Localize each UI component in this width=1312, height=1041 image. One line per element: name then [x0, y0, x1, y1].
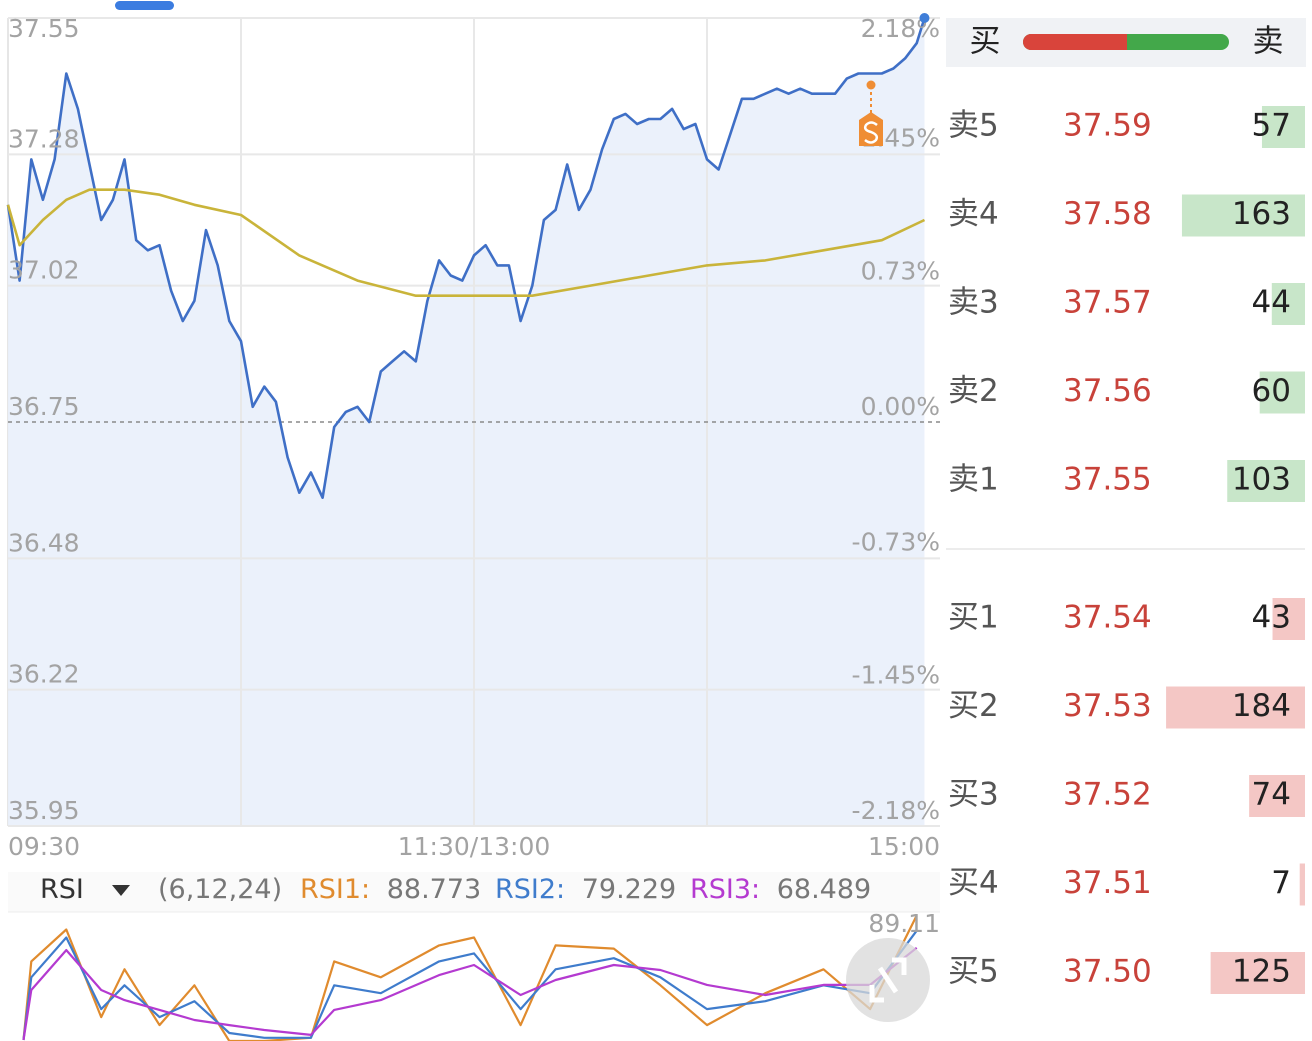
- level-price: 37.51: [1063, 865, 1152, 901]
- level-volume: 103: [1232, 462, 1291, 498]
- sell-header: 卖: [1253, 24, 1284, 60]
- y-tick-label: 36.75: [8, 392, 80, 421]
- series-line: [22, 946, 918, 1041]
- y2-tick-label: 0.00%: [861, 392, 940, 421]
- level-price: 37.55: [1063, 462, 1152, 498]
- legend-entry: RSI1:: [300, 874, 370, 905]
- level-price: 37.50: [1063, 954, 1152, 990]
- level-price: 37.56: [1063, 373, 1152, 409]
- level-label: 买1: [948, 600, 999, 636]
- y-tick-label: 37.28: [8, 124, 80, 153]
- legend-value: 79.229: [582, 874, 676, 905]
- level-price: 37.54: [1063, 600, 1152, 636]
- volume-bar: [1299, 863, 1305, 906]
- volume-bar: [1166, 686, 1305, 729]
- dropdown-arrow[interactable]: [112, 885, 130, 896]
- volume-bar: [1272, 598, 1305, 640]
- last-price-dot: [919, 13, 930, 23]
- y-tick-label: 35.95: [8, 796, 80, 825]
- level-volume: 184: [1232, 688, 1291, 724]
- volume-bar: [1261, 106, 1305, 148]
- y2-tick-label: -1.45%: [852, 661, 940, 690]
- level-label: 卖1: [948, 462, 999, 498]
- volume-bar: [1181, 194, 1305, 237]
- level-price: 37.52: [1063, 777, 1152, 813]
- y-tick-label: 37.55: [8, 14, 80, 43]
- y2-tick-label: -0.73%: [852, 527, 940, 556]
- rsi-title[interactable]: RSI: [40, 874, 84, 905]
- level-volume: 60: [1252, 373, 1291, 409]
- level-price: 37.57: [1063, 285, 1152, 321]
- y2-tick-label: -2.18%: [852, 796, 940, 825]
- level-label: 买4: [948, 865, 999, 901]
- level-volume: 74: [1252, 777, 1291, 813]
- series-line: [6, 17, 926, 499]
- level-price: 37.59: [1063, 108, 1152, 144]
- legend-value: 88.773: [387, 874, 481, 905]
- legend-entry: RSI3:: [690, 874, 760, 905]
- level-label: 卖3: [948, 285, 999, 321]
- legend-value: 68.489: [777, 874, 871, 905]
- buy-header: 买: [970, 24, 1001, 60]
- level-price: 37.58: [1063, 196, 1152, 232]
- level-label: 卖5: [948, 108, 999, 144]
- y-tick-label: 37.02: [8, 256, 80, 285]
- level-volume: 125: [1232, 954, 1291, 990]
- series-line: [22, 930, 918, 1041]
- series-line: [6, 188, 926, 297]
- x-tick-label: 11:30/13:00: [398, 832, 551, 861]
- x-tick-label: 15:00: [868, 832, 940, 861]
- signal-dot: [866, 80, 876, 90]
- x-tick-label: 09:30: [8, 832, 80, 861]
- rsi-header-bar: [8, 872, 940, 912]
- level-volume: 43: [1252, 600, 1291, 636]
- ratio-bar-buy: [1023, 34, 1127, 50]
- volume-bar: [1259, 371, 1305, 414]
- volume-bar: [1227, 460, 1305, 502]
- level-label: 买2: [948, 688, 999, 724]
- level-volume: 57: [1252, 108, 1291, 144]
- scroll-indicator: [115, 1, 174, 10]
- level-label: 卖4: [948, 196, 999, 232]
- series-line: [22, 915, 918, 1041]
- signal-icon: [863, 121, 879, 144]
- plot: [6, 17, 940, 827]
- y2-tick-label: 0.73%: [861, 257, 940, 286]
- y-tick-label: 89.11: [868, 909, 940, 938]
- level-volume: 163: [1232, 196, 1291, 232]
- legend-entry: RSI2:: [495, 874, 565, 905]
- level-volume: 7: [1271, 865, 1291, 901]
- level-label: 买5: [948, 954, 999, 990]
- y-tick-label: 36.48: [8, 528, 80, 557]
- rsi-params: (6,12,24): [158, 874, 282, 905]
- volume-bar: [1271, 283, 1305, 325]
- y-tick-label: 36.22: [8, 660, 80, 689]
- level-label: 买3: [948, 777, 999, 813]
- float-icon: [869, 957, 907, 1003]
- volume-bar: [1210, 952, 1305, 994]
- volume-bar: [1249, 775, 1305, 817]
- level-price: 37.53: [1063, 688, 1152, 724]
- rsi-header: RSI (6,12,24) RSI1: 88.773 RSI2: 79.229 …: [40, 874, 871, 905]
- level-label: 卖2: [948, 373, 999, 409]
- level-volume: 44: [1252, 285, 1291, 321]
- plot: [22, 915, 918, 1041]
